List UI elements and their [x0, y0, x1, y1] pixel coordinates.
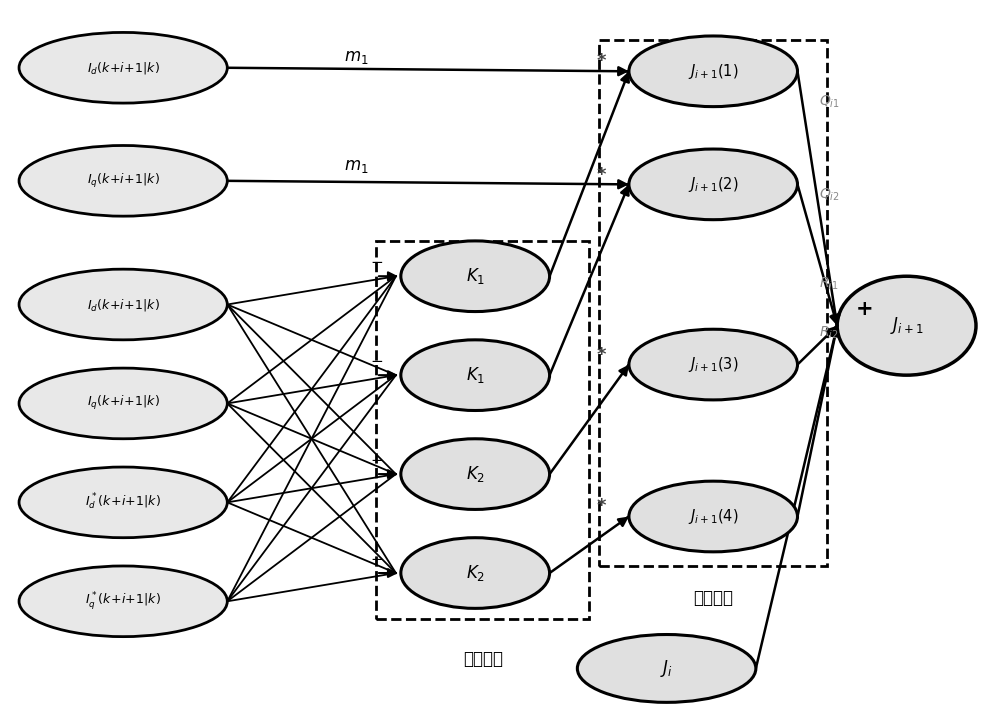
Text: $m_1$: $m_1$	[344, 49, 368, 66]
Ellipse shape	[401, 340, 550, 410]
Text: $I_q(k\!+\!i\!+\!1|k)$: $I_q(k\!+\!i\!+\!1|k)$	[87, 395, 160, 413]
Text: $-$: $-$	[370, 550, 384, 565]
Ellipse shape	[19, 32, 227, 103]
Text: $Q_{i2}$: $Q_{i2}$	[819, 187, 840, 203]
Ellipse shape	[629, 329, 798, 400]
Ellipse shape	[577, 634, 756, 702]
Ellipse shape	[629, 149, 798, 220]
Ellipse shape	[401, 241, 550, 312]
Ellipse shape	[19, 368, 227, 439]
Text: $I_d(k\!+\!i\!+\!1|k)$: $I_d(k\!+\!i\!+\!1|k)$	[87, 297, 160, 312]
Ellipse shape	[401, 538, 550, 608]
Text: $K_1$: $K_1$	[466, 365, 485, 385]
Text: $I_q(k\!+\!i\!+\!1|k)$: $I_q(k\!+\!i\!+\!1|k)$	[87, 172, 160, 190]
Text: $K_2$: $K_2$	[466, 464, 485, 484]
Text: $I_d^*(k\!+\!i\!+\!1|k)$: $I_d^*(k\!+\!i\!+\!1|k)$	[85, 492, 161, 513]
Text: $J_{i+1}(4)$: $J_{i+1}(4)$	[688, 507, 738, 526]
Text: 并行计算: 并行计算	[463, 650, 503, 669]
Ellipse shape	[629, 36, 798, 107]
Text: 并行计算: 并行计算	[693, 588, 733, 607]
Text: *: *	[596, 497, 606, 515]
Text: $J_{i+1}(3)$: $J_{i+1}(3)$	[688, 355, 738, 374]
Text: $I_d(k\!+\!i\!+\!1|k)$: $I_d(k\!+\!i\!+\!1|k)$	[87, 60, 160, 76]
Bar	[376, 241, 589, 619]
Text: $K_1$: $K_1$	[466, 266, 485, 286]
Text: $-$: $-$	[370, 253, 384, 268]
Text: $-$: $-$	[370, 352, 384, 367]
Text: $I_q^*(k\!+\!i\!+\!1|k)$: $I_q^*(k\!+\!i\!+\!1|k)$	[85, 591, 161, 612]
Text: $K_2$: $K_2$	[466, 563, 485, 583]
Text: $J_{i+1}$: $J_{i+1}$	[890, 315, 923, 336]
Text: *: *	[596, 345, 606, 364]
Text: $R_{i1}$: $R_{i1}$	[819, 275, 839, 292]
Ellipse shape	[837, 276, 976, 375]
Text: $m_1$: $m_1$	[344, 158, 368, 175]
Ellipse shape	[19, 467, 227, 538]
Text: +: +	[856, 300, 874, 320]
Ellipse shape	[629, 481, 798, 552]
Text: $J_{i+1}(1)$: $J_{i+1}(1)$	[688, 61, 738, 81]
Ellipse shape	[19, 145, 227, 216]
Text: *: *	[596, 166, 606, 184]
Bar	[599, 39, 827, 566]
Text: $Q_{i1}$: $Q_{i1}$	[819, 94, 840, 110]
Text: $R_{i2}$: $R_{i2}$	[819, 325, 839, 341]
Text: $J_{i+1}(2)$: $J_{i+1}(2)$	[688, 175, 738, 194]
Ellipse shape	[19, 566, 227, 636]
Text: $-$: $-$	[370, 451, 384, 466]
Text: *: *	[596, 51, 606, 69]
Ellipse shape	[19, 269, 227, 340]
Text: $J_i$: $J_i$	[660, 658, 673, 679]
Ellipse shape	[401, 439, 550, 509]
